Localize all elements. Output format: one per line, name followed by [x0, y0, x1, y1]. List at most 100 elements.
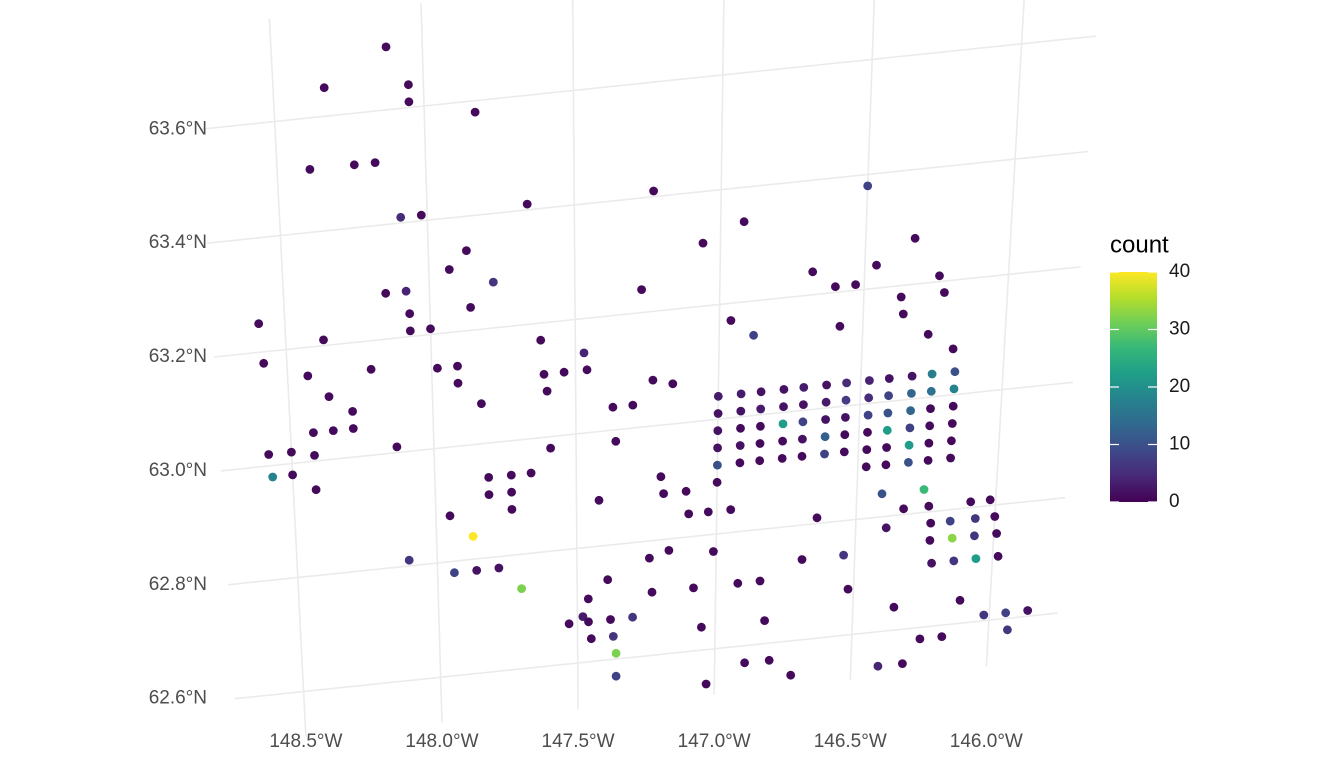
station-point	[628, 400, 638, 410]
station-point	[993, 551, 1003, 561]
station-point	[777, 454, 787, 463]
station-point	[971, 554, 981, 563]
station-point	[764, 655, 774, 665]
legend-title: count	[1110, 231, 1169, 258]
station-point	[756, 421, 765, 431]
station-point	[404, 97, 414, 107]
station-point	[539, 369, 549, 379]
station-point	[861, 462, 871, 472]
station-point	[863, 181, 873, 191]
station-point	[450, 568, 459, 578]
station-point	[949, 384, 959, 394]
station-point	[799, 400, 808, 409]
station-point	[542, 386, 552, 396]
station-point	[839, 447, 849, 457]
station-point	[863, 427, 872, 437]
station-point	[628, 612, 637, 622]
station-point	[453, 361, 462, 371]
station-point	[733, 578, 743, 588]
station-point	[927, 369, 937, 379]
station-point	[712, 477, 722, 487]
station-point	[899, 504, 908, 514]
station-point	[755, 576, 765, 586]
station-point	[841, 395, 851, 405]
station-point	[254, 319, 264, 329]
station-point	[898, 659, 907, 668]
station-point	[924, 501, 934, 511]
station-point	[370, 158, 380, 168]
station-point	[453, 378, 463, 388]
station-point	[926, 518, 936, 528]
station-point	[835, 321, 845, 331]
parallel-grid-line	[227, 496, 1066, 586]
parallel-grid-line	[234, 612, 1058, 700]
parallel-grid-line	[213, 266, 1081, 358]
station-point	[405, 326, 415, 336]
station-point	[736, 406, 746, 416]
station-point	[684, 509, 694, 519]
y-tick-label: 63.6°N	[149, 118, 207, 139]
station-point	[755, 456, 765, 466]
station-point	[881, 523, 891, 533]
station-point	[990, 512, 1000, 521]
station-point	[526, 468, 536, 478]
station-point	[907, 371, 917, 381]
station-point	[740, 658, 749, 668]
station-point	[923, 456, 933, 465]
station-point	[808, 267, 818, 277]
station-point	[507, 487, 516, 497]
station-point	[924, 438, 934, 448]
station-point	[392, 442, 402, 452]
station-point	[701, 679, 711, 689]
station-point	[778, 436, 787, 446]
x-tick-label: 148.5°W	[269, 731, 342, 752]
station-point	[821, 397, 831, 407]
station-point	[821, 415, 830, 424]
points	[254, 42, 1033, 689]
station-point	[381, 42, 391, 52]
station-point	[797, 451, 807, 461]
station-point	[822, 380, 831, 390]
station-point	[726, 316, 736, 325]
station-point	[477, 399, 486, 409]
station-point	[923, 329, 933, 339]
colorbar-tick-label: 0	[1169, 491, 1180, 512]
station-point	[778, 419, 788, 429]
station-point	[536, 335, 546, 345]
station-point	[970, 514, 980, 523]
station-point	[681, 486, 691, 496]
station-point	[760, 616, 769, 625]
x-tick-label: 148.0°W	[405, 731, 478, 752]
station-point	[907, 389, 916, 398]
station-point	[882, 443, 891, 452]
station-point	[578, 612, 588, 621]
station-point	[881, 460, 891, 470]
station-point	[840, 430, 850, 440]
station-point	[736, 389, 746, 399]
station-point	[564, 619, 574, 629]
station-point	[726, 505, 736, 514]
station-point	[877, 489, 887, 499]
station-point	[606, 615, 615, 624]
station-point	[259, 358, 269, 368]
station-point	[1003, 625, 1012, 635]
y-tick-label: 63.2°N	[149, 346, 207, 367]
station-point	[755, 439, 765, 448]
station-point	[309, 428, 318, 437]
station-point	[947, 533, 957, 543]
station-point	[786, 670, 796, 680]
station-point	[324, 392, 334, 401]
station-point	[873, 661, 883, 671]
station-point	[466, 303, 475, 312]
station-point	[947, 419, 957, 428]
station-point	[739, 217, 749, 227]
station-point	[985, 495, 995, 505]
station-point	[381, 288, 391, 298]
station-point	[820, 432, 830, 442]
x-tick-label: 147.5°W	[542, 731, 615, 752]
station-point	[883, 408, 893, 418]
station-point	[637, 285, 646, 294]
station-point	[468, 532, 478, 541]
station-point	[889, 602, 899, 612]
station-point	[433, 363, 442, 373]
